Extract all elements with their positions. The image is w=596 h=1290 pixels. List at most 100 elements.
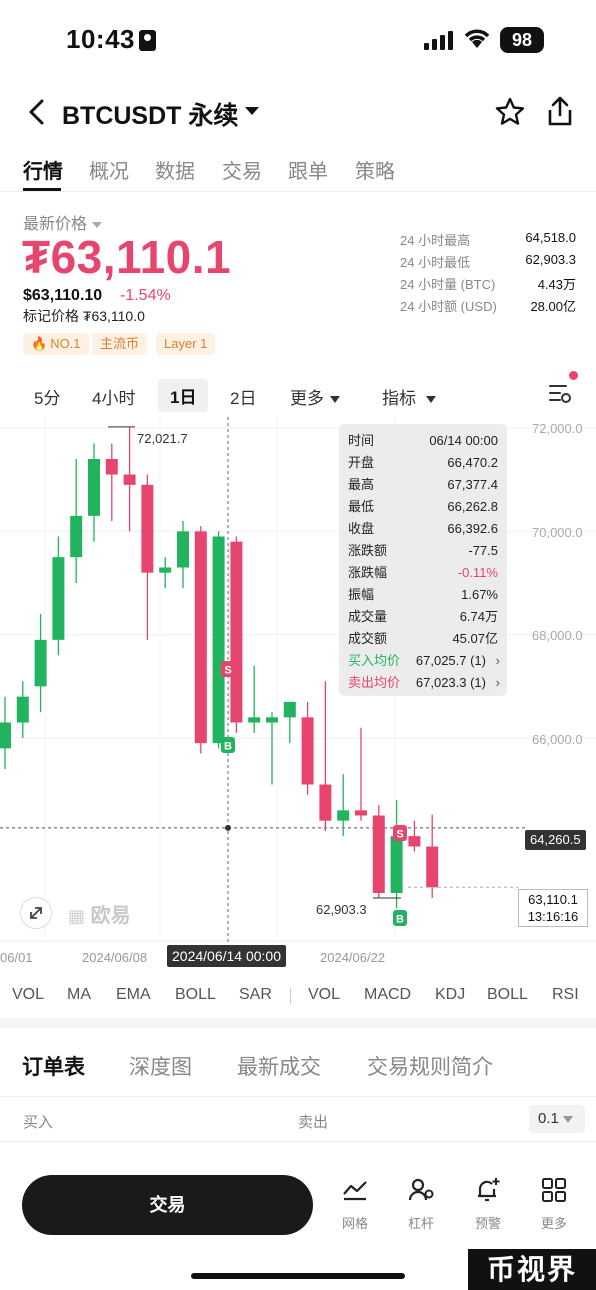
signal-icon bbox=[424, 31, 453, 50]
chevron-right-icon: › bbox=[495, 675, 500, 690]
tab-strategy[interactable]: 策略 bbox=[355, 161, 395, 183]
tooltip-value: 67,377.4 bbox=[447, 477, 498, 492]
stat-label: 24 小时最高 bbox=[400, 233, 471, 248]
low-label: 62,903.3 bbox=[316, 902, 367, 917]
indicator-sub-boll[interactable]: BOLL bbox=[487, 986, 528, 1003]
tab-market[interactable]: 行情 bbox=[23, 161, 63, 183]
leverage-button[interactable]: 杠杆 bbox=[396, 1176, 446, 1232]
badge-mainstream[interactable]: 主流币 bbox=[92, 333, 148, 355]
tooltip-key: 成交额 bbox=[348, 631, 388, 646]
buy-marker: B bbox=[396, 914, 404, 926]
tab-overview[interactable]: 概况 bbox=[89, 161, 129, 183]
interval-1d[interactable]: 1日 bbox=[158, 379, 209, 412]
back-arrow-icon[interactable] bbox=[22, 96, 52, 128]
badge-rank-label: NO.1 bbox=[50, 336, 81, 351]
tab-data[interactable]: 数据 bbox=[155, 161, 195, 183]
indicator-rsi[interactable]: RSI bbox=[552, 986, 579, 1003]
battery-indicator: 98 bbox=[500, 27, 544, 53]
tooltip-key: 收盘 bbox=[348, 521, 375, 536]
chart-settings-icon[interactable] bbox=[548, 382, 572, 404]
tab-trading-rules[interactable]: 交易规则简介 bbox=[367, 1056, 493, 1079]
stat-value: 64,518.0 bbox=[525, 230, 576, 245]
watermark-text: 欧易 bbox=[90, 905, 131, 927]
bell-plus-icon bbox=[478, 1178, 500, 1202]
tooltip-value: 66,262.8 bbox=[447, 499, 498, 514]
tooltip-buy-avg[interactable]: 买入均价 67,025.7 (1) › bbox=[348, 650, 500, 672]
buy-column-header: 买入 bbox=[23, 1114, 54, 1131]
tooltip-value: 6.74万 bbox=[459, 609, 498, 624]
tooltip-key: 时间 bbox=[348, 433, 375, 448]
brand-watermark: 币视界 bbox=[468, 1249, 596, 1290]
tooltip-value: -77.5 bbox=[468, 543, 498, 558]
candle-body bbox=[355, 810, 367, 816]
sell-column-header: 卖出 bbox=[298, 1114, 329, 1131]
more-button[interactable]: 更多 bbox=[529, 1176, 579, 1232]
usd-price: $63,110.10 bbox=[23, 287, 103, 304]
indicator-kdj[interactable]: KDJ bbox=[435, 986, 466, 1003]
stat-label: 24 小时最低 bbox=[400, 255, 471, 270]
id-card-icon bbox=[139, 30, 156, 51]
tooltip-row: 收盘 66,392.6 bbox=[348, 518, 498, 540]
indicator-menu-label: 指标 bbox=[382, 389, 416, 408]
candle-body bbox=[194, 531, 207, 744]
sell-marker-bg bbox=[393, 825, 407, 841]
grid-button[interactable]: 网格 bbox=[330, 1176, 380, 1232]
candlestick-chart[interactable]: S B S B bbox=[0, 417, 596, 973]
indicator-vol[interactable]: VOL bbox=[12, 986, 45, 1003]
interval-4h[interactable]: 4小时 bbox=[92, 389, 136, 408]
share-icon[interactable] bbox=[545, 94, 575, 128]
price-step-select[interactable]: 0.1 bbox=[529, 1105, 585, 1133]
tab-latest-trades[interactable]: 最新成交 bbox=[237, 1056, 321, 1079]
candle-body bbox=[141, 484, 154, 573]
candle-body bbox=[230, 541, 243, 723]
big-price: ₮63,110.1 bbox=[22, 231, 232, 283]
trade-button[interactable]: 交易 bbox=[22, 1175, 313, 1235]
indicator-macd[interactable]: MACD bbox=[364, 986, 412, 1003]
orderbook-header: 买入 卖出 0.1 bbox=[0, 1096, 596, 1142]
pair-title[interactable]: BTCUSDT 永续 bbox=[62, 102, 239, 130]
y-axis-label: 66,000.0 bbox=[532, 732, 583, 747]
indicator-sub-vol[interactable]: VOL bbox=[308, 986, 341, 1003]
tooltip-value: 66,470.2 bbox=[447, 455, 498, 470]
candle-body bbox=[283, 701, 296, 718]
pair-dropdown-caret-icon[interactable] bbox=[245, 107, 259, 115]
latest-price-selector[interactable]: 最新价格 bbox=[23, 210, 103, 234]
alert-button[interactable]: 预警 bbox=[463, 1176, 513, 1232]
tab-orderbook[interactable]: 订单表 bbox=[22, 1056, 85, 1079]
crosshair-date: 2024/06/14 00:00 bbox=[167, 945, 286, 967]
tooltip-sell-avg[interactable]: 卖出均价 67,023.3 (1) › bbox=[348, 672, 500, 694]
tooltip-row: 涨跌幅 -0.11% bbox=[348, 562, 498, 584]
tooltip-value: 1.67% bbox=[461, 587, 498, 602]
candle-body bbox=[319, 784, 332, 821]
indicator-menu[interactable]: 指标 bbox=[382, 384, 436, 409]
stat-value: 4.43万 bbox=[537, 277, 576, 292]
fullscreen-button[interactable] bbox=[20, 897, 52, 929]
indicator-ema[interactable]: EMA bbox=[116, 986, 151, 1003]
indicator-sar[interactable]: SAR bbox=[239, 986, 272, 1003]
tab-depth[interactable]: 深度图 bbox=[129, 1056, 192, 1079]
sell-marker-bg bbox=[221, 661, 235, 677]
tab-trade[interactable]: 交易 bbox=[222, 161, 262, 183]
candle-body bbox=[34, 639, 47, 687]
x-axis-label: 2024/06/08 bbox=[82, 950, 148, 965]
crosshair-dot bbox=[225, 824, 231, 831]
candle-body bbox=[337, 810, 350, 821]
latest-price-caret-icon bbox=[92, 221, 103, 228]
leverage-icon bbox=[408, 1178, 434, 1201]
indicator-boll[interactable]: BOLL bbox=[175, 986, 216, 1003]
candle-body bbox=[16, 696, 29, 723]
badge-rank[interactable]: 🔥 NO.1 bbox=[23, 333, 89, 355]
tab-copy-trade[interactable]: 跟单 bbox=[288, 161, 328, 183]
badge-layer1[interactable]: Layer 1 bbox=[156, 333, 216, 355]
interval-2d[interactable]: 2日 bbox=[230, 389, 257, 408]
grid-label: 网格 bbox=[341, 1216, 368, 1231]
indicator-ma[interactable]: MA bbox=[67, 986, 91, 1003]
favorite-star-icon[interactable] bbox=[494, 96, 526, 128]
orderbook-tabs: 订单表 深度图 最新成交 交易规则简介 bbox=[0, 1046, 596, 1086]
candle-body bbox=[159, 567, 172, 573]
section-divider bbox=[0, 1018, 596, 1028]
interval-more[interactable]: 更多 bbox=[290, 384, 340, 409]
home-indicator[interactable] bbox=[191, 1273, 405, 1279]
latest-price-label: 最新价格 bbox=[23, 216, 88, 233]
interval-5m[interactable]: 5分 bbox=[34, 389, 61, 408]
